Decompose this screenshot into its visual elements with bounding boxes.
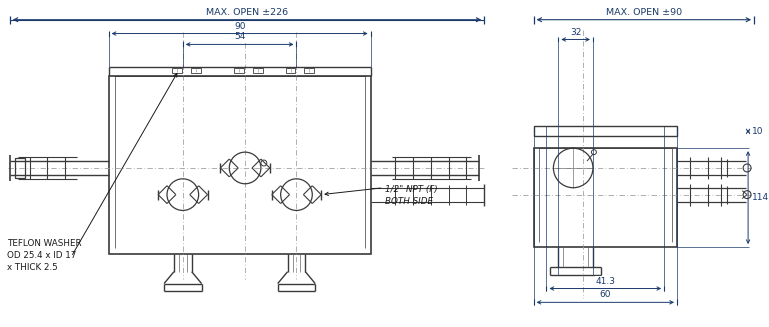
Bar xyxy=(285,68,295,73)
Bar xyxy=(534,148,677,247)
Text: 41.3: 41.3 xyxy=(595,277,615,285)
Bar xyxy=(305,68,315,73)
Bar xyxy=(108,76,371,254)
Text: 90: 90 xyxy=(234,22,245,31)
Text: 10: 10 xyxy=(752,127,764,136)
Text: 32: 32 xyxy=(570,27,581,37)
Bar xyxy=(172,68,181,73)
Bar xyxy=(534,127,677,136)
Text: 54: 54 xyxy=(234,32,245,42)
Text: MAX. OPEN ±226: MAX. OPEN ±226 xyxy=(206,8,288,17)
Text: MAX. OPEN ±90: MAX. OPEN ±90 xyxy=(606,8,682,17)
Text: 114: 114 xyxy=(752,193,769,202)
Text: 60: 60 xyxy=(600,290,611,300)
Text: TEFLON WASHER
OD 25.4 x ID 17
x THICK 2.5: TEFLON WASHER OD 25.4 x ID 17 x THICK 2.… xyxy=(7,239,82,272)
Bar xyxy=(15,158,25,178)
Bar xyxy=(191,68,201,73)
Text: 1/2" NPT (F)
BOTH SIDE: 1/2" NPT (F) BOTH SIDE xyxy=(385,185,438,206)
Bar xyxy=(253,68,263,73)
Bar xyxy=(235,68,244,73)
